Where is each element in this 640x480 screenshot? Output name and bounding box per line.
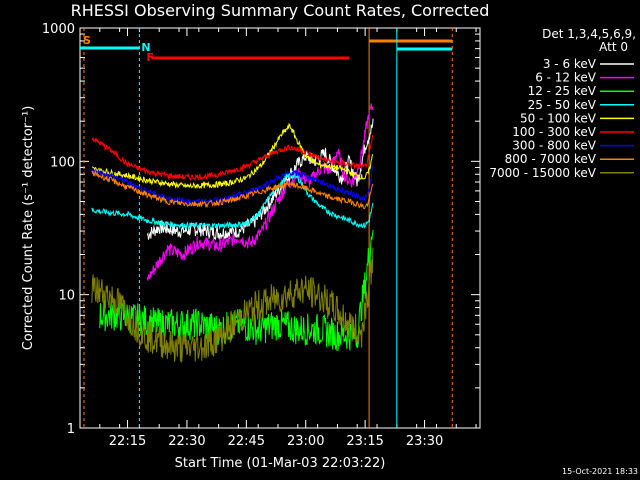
series-line [99,229,374,352]
chart-title: RHESSI Observing Summary Count Rates, Co… [71,1,490,20]
y-tick-label: 1 [67,422,75,437]
legend-header-line2: Att 0 [599,40,628,54]
legend-label: 800 - 7000 keV [505,152,597,166]
legend-label: 100 - 300 keV [512,125,596,139]
axis-ticks: 22:15 22:30 22:45 23:00 23:15 23:30 1 10 100 1000 [42,22,480,449]
series-line [91,169,374,210]
x-tick-label: 23:30 [406,434,443,449]
flag-label: N [141,41,150,54]
y-tick-label: 10 [58,289,75,304]
series-line [91,122,374,189]
flag-label: S [83,34,91,47]
series-line [91,247,374,363]
legend-label: 12 - 25 keV [528,84,597,98]
x-tick-label: 23:00 [287,434,324,449]
y-tick-label: 100 [50,155,75,170]
plot-frame [79,27,481,429]
series-line [91,171,374,231]
y-tick-label: 1000 [42,22,75,37]
legend-label: 6 - 12 keV [535,71,597,85]
x-tick-label: 22:15 [109,434,146,449]
legend-label: 7000 - 15000 keV [489,166,596,180]
generation-timestamp: 15-Oct-2021 18:33 [562,467,638,476]
series-lines [91,103,374,363]
series-line [146,103,374,281]
series-line [91,134,374,182]
legend-header-line1: Det 1,3,4,5,6,9, [542,27,636,41]
legend-label: 3 - 6 keV [543,57,597,71]
legend-label: 300 - 800 keV [512,139,596,153]
y-axis-label: Corrected Count Rate (s⁻¹ detector⁻¹) [21,106,36,351]
x-axis-label: Start Time (01-Mar-03 22:03:22) [175,456,386,471]
flag-label: F [146,51,154,64]
attenuator-and-flag-overlays: S NF [80,28,453,428]
legend-label: 25 - 50 keV [528,98,597,112]
series-line [146,118,374,241]
x-tick-label: 22:45 [228,434,265,449]
x-tick-label: 23:15 [346,434,383,449]
series-line [91,165,374,206]
legend-label: 50 - 100 keV [520,111,597,125]
x-tick-label: 22:30 [168,434,205,449]
